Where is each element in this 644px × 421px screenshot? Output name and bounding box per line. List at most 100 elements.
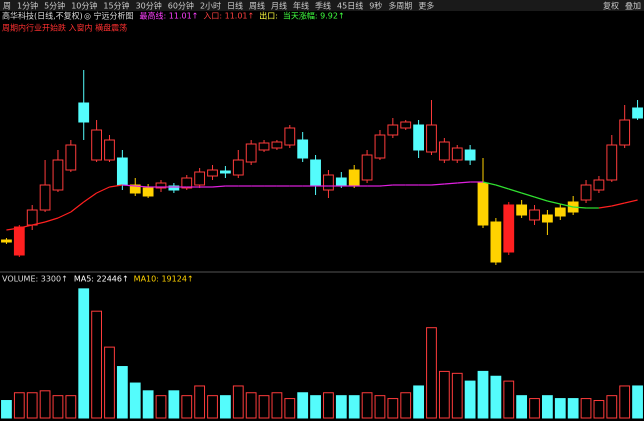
volume-bar — [52, 395, 64, 419]
toolbar-tab[interactable]: 5分钟 — [44, 1, 65, 11]
ma-line — [573, 206, 587, 209]
volume-bar — [490, 375, 502, 419]
ma-line — [122, 184, 136, 187]
candle-body — [413, 124, 424, 151]
ma-line — [212, 185, 226, 188]
toolbar-tab[interactable]: 更多 — [418, 1, 434, 11]
volume-bar — [91, 310, 102, 419]
volume-bar — [567, 398, 579, 419]
toolbar — [0, 0, 644, 11]
candle-body — [426, 124, 437, 153]
candle-body — [297, 139, 309, 159]
candle-body — [181, 177, 193, 189]
ma-line — [560, 203, 574, 208]
volume-bar — [168, 390, 180, 419]
volume-bar — [554, 398, 566, 419]
volume-bar — [220, 395, 231, 419]
volume-bar — [400, 392, 412, 419]
toolbar-tab[interactable]: 月线 — [271, 1, 287, 11]
toolbar-tab[interactable]: 1分钟 — [17, 1, 38, 11]
toolbar-tab[interactable]: 15分钟 — [103, 1, 129, 11]
volume-bar — [503, 380, 515, 419]
volume-bar — [580, 398, 592, 419]
ma-line — [431, 183, 445, 186]
toolbar-tab[interactable]: 季线 — [315, 1, 331, 11]
candle-body — [39, 184, 51, 211]
volume-bar — [335, 395, 347, 419]
ma-line — [19, 224, 33, 229]
volume-bar — [310, 395, 321, 419]
ma-line — [598, 205, 612, 209]
ma-line — [44, 217, 59, 223]
candle-body — [116, 157, 128, 186]
ma-line — [96, 186, 110, 194]
volume-bar — [181, 395, 193, 419]
toolbar-tab[interactable]: 2小时 — [200, 1, 221, 11]
volume-title: VOLUME: 3300↑ — [2, 275, 68, 284]
ma-line — [521, 192, 535, 198]
volume-bar — [606, 395, 618, 419]
toolbar-tab[interactable]: 周 — [3, 2, 11, 11]
candle-body — [580, 184, 592, 201]
volume-bar — [245, 392, 257, 419]
candle-body — [78, 102, 90, 123]
candle-body — [220, 170, 231, 174]
volume-bar — [451, 372, 463, 419]
volume-bar — [632, 385, 643, 419]
candle-body — [52, 159, 64, 191]
volume-bar — [323, 392, 334, 419]
volume-bar — [542, 395, 553, 419]
candle-body — [245, 143, 257, 163]
toolbar-button[interactable]: 复权 — [603, 1, 619, 11]
candle-body — [335, 177, 347, 186]
volume-bar — [26, 392, 38, 419]
volume-bar — [78, 288, 90, 419]
toolbar-tab[interactable]: 60分钟 — [168, 1, 194, 11]
ma-line — [457, 181, 471, 184]
volume-bar — [284, 398, 296, 419]
toolbar-tab[interactable]: 45日线 — [337, 1, 363, 11]
toolbar-tab[interactable]: 10分钟 — [71, 1, 97, 11]
candle-body — [26, 209, 38, 226]
toolbar-tab[interactable]: 多周期 — [388, 1, 412, 11]
toolbar-button[interactable]: 叠加 — [625, 1, 641, 11]
candle-body — [232, 159, 244, 176]
indicator: 出口: — [259, 11, 278, 21]
indicator: MA10: 19124↑ — [134, 275, 194, 284]
chart-title: 高华科技(日线,不复权) — [2, 11, 83, 21]
volume-bar — [155, 395, 167, 419]
candle-body — [155, 182, 167, 189]
candle-body — [477, 182, 489, 226]
ma-line — [624, 199, 638, 204]
toolbar-tab[interactable]: 9秒 — [369, 1, 382, 11]
candle-body — [542, 214, 553, 223]
candle-body — [142, 187, 154, 197]
candle-body — [387, 124, 399, 136]
volume-bar — [413, 385, 424, 419]
volume-bar — [116, 366, 128, 419]
toolbar-tab[interactable]: 30分钟 — [136, 1, 162, 11]
volume-bar — [271, 392, 283, 419]
candle-body — [194, 171, 206, 186]
volume-bar — [129, 382, 141, 419]
volume-bar — [438, 370, 450, 419]
volume-bar — [477, 370, 489, 419]
toolbar-tab[interactable]: 日线 — [227, 1, 243, 11]
ma-line — [32, 221, 46, 226]
candle-body — [91, 129, 102, 161]
ma-line — [482, 181, 497, 186]
toolbar-tab[interactable]: 年线 — [293, 1, 309, 11]
candle-body — [348, 169, 360, 186]
candle-body — [632, 107, 643, 119]
toolbar-tab[interactable]: 周线 — [249, 1, 265, 11]
candle-body — [361, 154, 373, 181]
volume-bar — [619, 385, 631, 419]
volume-bar — [142, 390, 154, 419]
volume-bar — [361, 392, 373, 419]
volume-bar — [348, 395, 360, 419]
candle-body — [1, 239, 12, 243]
volume-bar — [374, 395, 386, 419]
candle-body — [516, 204, 528, 216]
volume-bar — [258, 395, 270, 419]
